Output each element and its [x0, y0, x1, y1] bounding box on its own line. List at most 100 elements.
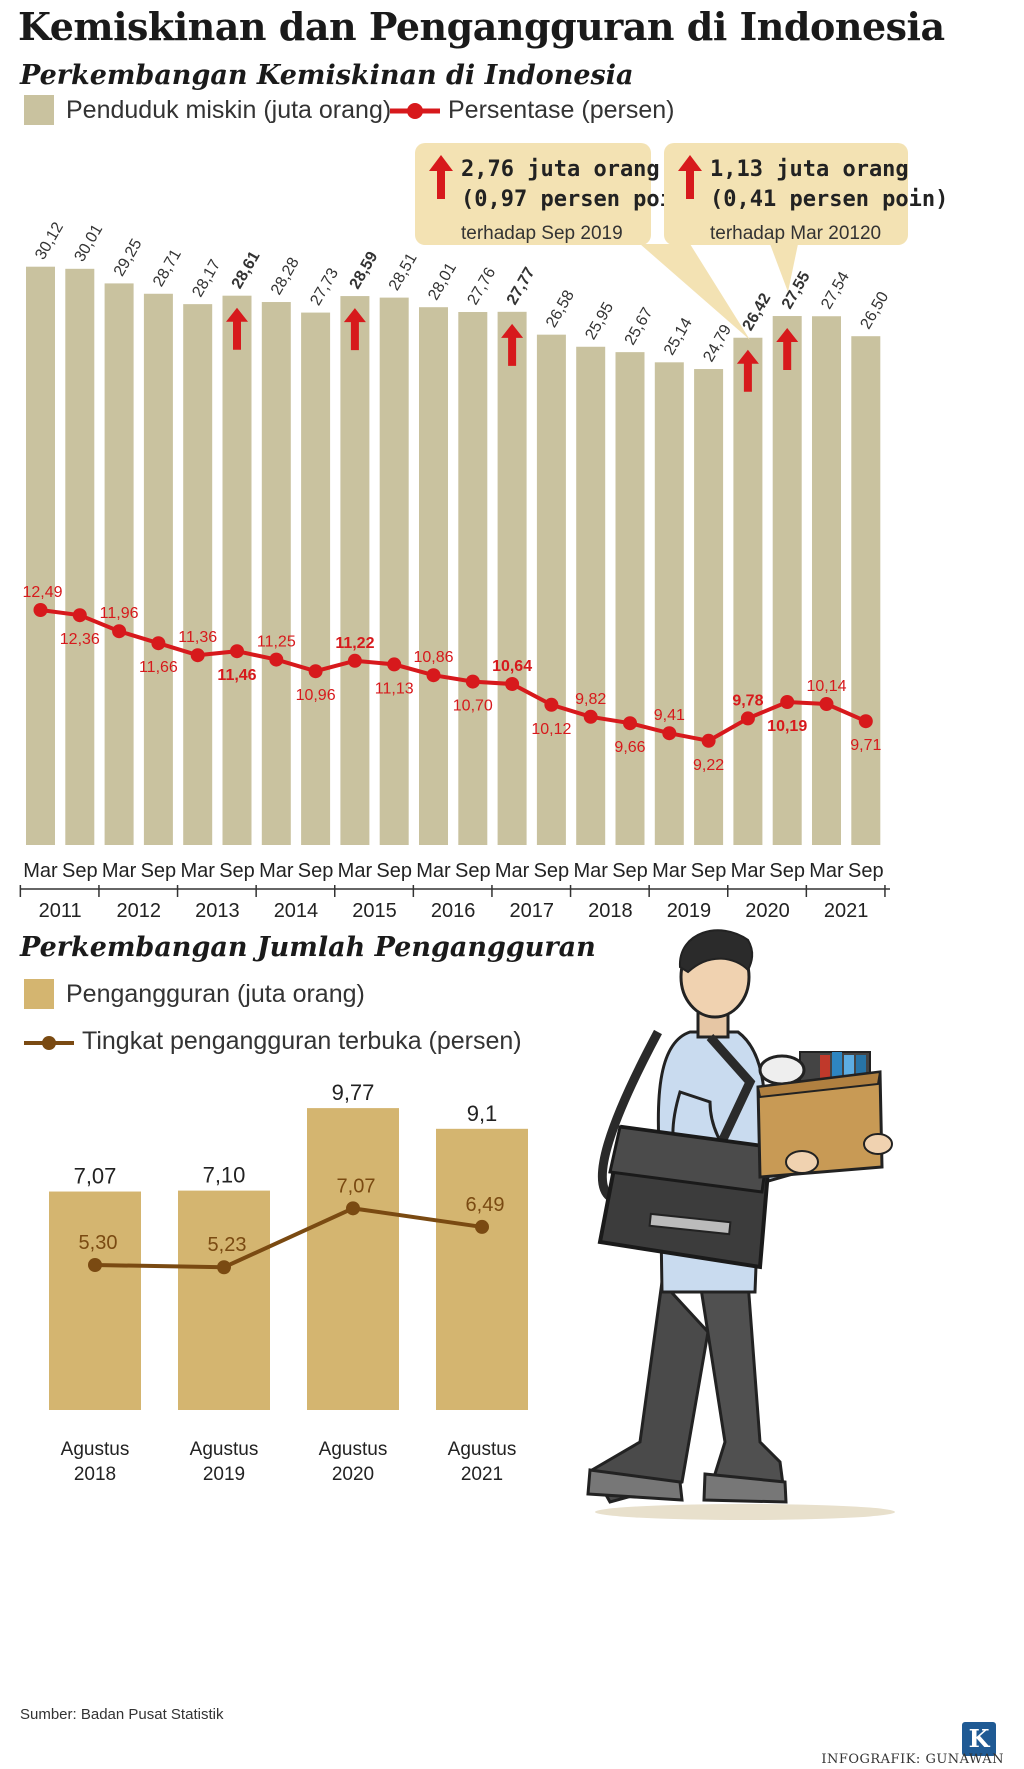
callout-increase-2020-sep: 1,13 juta orang (0,41 persen poin) terha…	[664, 143, 948, 245]
unemployment-rate-point	[217, 1260, 231, 1275]
poverty-bar-label: 30,01	[72, 222, 107, 265]
period-tick-label: Sep	[376, 860, 412, 882]
callout-pointers	[640, 244, 798, 340]
poverty-bar	[458, 312, 488, 845]
poverty-bar-label: 30,12	[32, 219, 67, 262]
period-tick-label: Mar	[338, 860, 373, 882]
period-tick-label: Mar	[102, 860, 137, 882]
percentage-label: 10,14	[806, 678, 846, 695]
percentage-label: 9,22	[693, 757, 724, 774]
poverty-bar-label: 26,58	[543, 287, 578, 330]
percentage-point	[72, 608, 87, 623]
period-tick-label: Mar	[416, 860, 451, 882]
worker-illustration	[586, 929, 895, 1520]
poverty-bar-label: 28,28	[268, 255, 303, 298]
unemployment-bar	[178, 1190, 270, 1410]
increase-arrow-icon	[776, 328, 799, 371]
percentage-point	[33, 603, 48, 617]
percentage-point	[269, 652, 284, 667]
percentage-point	[387, 657, 402, 672]
percentage-point	[544, 697, 559, 712]
callout-line-2: (0,97 persen poin)	[461, 187, 700, 212]
increase-arrow-icon	[501, 323, 524, 366]
page-title: Kemiskinan dan Pengangguran di Indonesia	[18, 4, 945, 49]
callout-line-1: 2,76 juta orang	[461, 157, 660, 182]
period-tick-label: Sep	[848, 860, 884, 882]
unemployment-subtitle: Perkembangan Jumlah Pengangguran	[20, 932, 596, 963]
poverty-bar-label: 28,59	[347, 249, 382, 292]
poverty-bar-label: 28,17	[189, 257, 224, 300]
callout-line-3: terhadap Sep 2019	[461, 223, 623, 244]
poverty-bar-label: 28,71	[150, 247, 185, 290]
percentage-label: 11,13	[375, 680, 414, 697]
category-year-label: 2018	[74, 1464, 116, 1485]
percentage-label: 9,66	[614, 739, 645, 756]
poverty-bar	[733, 337, 763, 845]
legend-line-swatch	[390, 103, 440, 119]
legend-bar-swatch	[24, 979, 54, 1009]
year-tick-label: 2017	[510, 900, 555, 920]
category-label: Agustus	[448, 1439, 517, 1460]
unemployment-bar	[307, 1108, 399, 1410]
poverty-bar-label: 27,77	[504, 265, 539, 308]
percentage-point	[583, 709, 598, 724]
percentage-point	[701, 733, 716, 748]
poverty-bar	[183, 304, 213, 845]
unemployment-rate-line	[94, 1206, 483, 1270]
percentage-point	[230, 644, 244, 659]
year-tick-label: 2021	[824, 900, 869, 920]
period-tick-label: Mar	[259, 860, 294, 882]
unemployment-rate-point	[88, 1258, 102, 1272]
poverty-bar-label: 27,76	[465, 265, 500, 308]
poverty-bar	[379, 297, 409, 845]
poverty-bar	[419, 307, 448, 845]
year-tick-label: 2013	[195, 900, 240, 920]
poverty-bar	[694, 369, 724, 845]
poverty-bar	[26, 266, 55, 845]
poverty-bar-label: 28,01	[425, 260, 460, 303]
percentage-label: 10,12	[531, 721, 571, 738]
poverty-subtitle: Perkembangan Kemiskinan di Indonesia	[20, 60, 634, 91]
percentage-point	[623, 716, 637, 731]
category-year-label: 2020	[332, 1464, 374, 1485]
poverty-bar-label: 28,61	[229, 248, 264, 291]
period-tick-label: Mar	[23, 860, 58, 882]
poverty-bar-label: 28,51	[386, 250, 421, 293]
year-tick-label: 2015	[352, 900, 397, 920]
period-tick-label: Sep	[219, 860, 255, 882]
percentage-label: 10,64	[492, 658, 532, 675]
poverty-bar-label: 26,50	[858, 289, 893, 332]
period-tick-label: Mar	[809, 860, 844, 882]
poverty-bar	[301, 312, 331, 845]
unemployment-rate-point	[346, 1201, 360, 1216]
percentage-point	[740, 711, 755, 726]
poverty-bar	[654, 362, 684, 845]
poverty-bar	[497, 311, 527, 845]
category-label: Agustus	[319, 1439, 388, 1460]
unemployment-bar-label: 7,10	[203, 1163, 246, 1188]
period-tick-label: Sep	[298, 860, 334, 882]
increase-arrow-icon	[226, 307, 248, 350]
legend-line-label: Persentase (persen)	[448, 96, 675, 124]
category-label: Agustus	[61, 1439, 130, 1460]
poverty-bar	[615, 352, 645, 845]
legend-bar-label: Penduduk miskin (juta orang)	[66, 96, 392, 124]
percentage-point	[465, 674, 480, 689]
percentage-label: 11,66	[139, 659, 178, 676]
unemployment-bar	[49, 1191, 141, 1410]
category-year-label: 2021	[461, 1464, 503, 1485]
period-tick-label: Sep	[612, 860, 648, 882]
year-tick-label: 2016	[431, 900, 476, 920]
poverty-bar	[65, 268, 95, 845]
percentage-point	[112, 624, 127, 639]
percentage-point	[505, 677, 520, 691]
up-arrow-icon	[429, 155, 453, 199]
legend-bar-swatch	[24, 95, 54, 125]
percentage-point	[662, 726, 677, 741]
percentage-point	[308, 664, 323, 679]
year-tick-label: 2020	[745, 900, 790, 920]
poverty-bar-label: 27,54	[818, 269, 853, 312]
period-tick-label: Mar	[731, 860, 766, 882]
percentage-label: 10,96	[296, 687, 336, 704]
